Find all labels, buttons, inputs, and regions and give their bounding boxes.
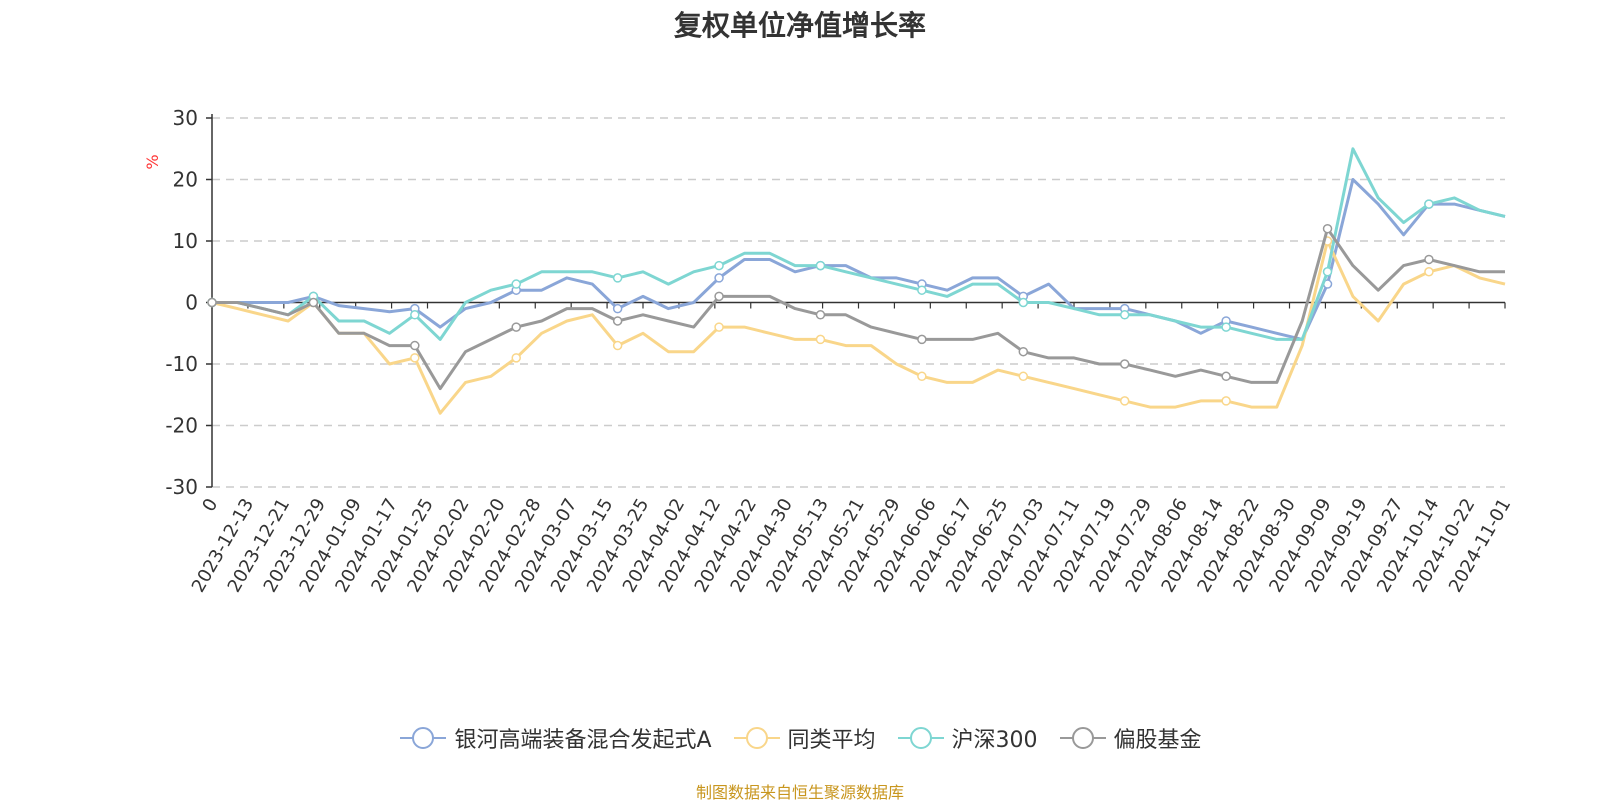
series-line-0 [212,178,1506,341]
y-tick-label: -10 [165,352,198,376]
series-line-1 [211,239,1506,415]
series-line-3 [212,227,1505,391]
legend-item-1[interactable]: 同类平均 [732,722,876,754]
series-line-2 [212,147,1506,341]
series-point-3 [1424,254,1434,265]
chart-title: 复权单位净值增长率 [673,9,926,42]
series-point-3 [1322,223,1333,234]
series-point-1 [410,353,420,363]
series-point-1 [612,340,623,351]
series-point-2 [917,285,927,295]
y-tick-label: 0 [185,291,198,315]
series-point-3 [714,291,724,302]
series-point-3 [207,297,217,308]
series-point-3 [917,334,927,345]
legend: 银河高端装备混合发起式A 同类平均 沪深300 偏股基金 [0,722,1600,754]
series-point-0 [714,273,724,283]
series-point-1 [1221,396,1231,406]
legend-label: 偏股基金 [1113,728,1202,753]
series-point-1 [917,371,927,382]
legend-label: 同类平均 [787,728,876,753]
series-point-1 [815,334,826,345]
series-point-1 [714,322,724,332]
line-chart: 02023-12-132023-12-212023-12-292024-01-0… [143,106,1516,596]
series-point-2 [1119,310,1130,320]
series-lines [207,147,1506,415]
series-point-2 [1018,297,1029,308]
series-point-1 [511,353,521,363]
series-point-2 [612,273,623,283]
series-point-3 [1018,346,1029,357]
y-tick-label: 30 [173,106,198,130]
legend-label: 银河高端装备混合发起式A [454,728,712,753]
series-point-3 [308,297,319,308]
y-tick-label: 10 [173,229,198,253]
legend-marker-icon [733,727,780,749]
series-point-2 [410,310,420,320]
legend-item-3[interactable]: 偏股基金 [1058,722,1202,754]
y-tick-label: -30 [165,475,198,499]
y-tick-label: -20 [165,414,198,438]
series-point-2 [1221,322,1231,332]
series-point-1 [1424,267,1434,277]
grid-lines [212,117,1505,488]
legend-marker-icon [400,727,447,749]
source-note: 制图数据来自恒生聚源数据库 [695,783,904,802]
legend-label: 沪深300 [951,728,1038,753]
y-tick-labels: 30 20 10 0 -10 -20 -30 [165,106,198,499]
legend-item-0[interactable]: 银河高端装备混合发起式A [398,722,712,754]
series-point-2 [815,260,826,271]
series-point-3 [1221,371,1231,382]
y-tick-label: 20 [173,168,198,192]
series-point-1 [1018,371,1029,382]
x-tick-labels: 02023-12-132023-12-212023-12-292024-01-0… [188,495,1516,596]
legend-item-2[interactable]: 沪深300 [896,722,1038,754]
series-point-3 [815,310,826,320]
series-point-2 [1424,199,1434,209]
series-point-2 [714,260,724,271]
series-point-3 [511,322,521,332]
series-point-0 [612,303,623,314]
series-point-3 [410,340,420,351]
y-axis-label: % [143,154,162,169]
series-point-3 [1119,359,1130,369]
series-point-2 [1322,267,1333,277]
legend-marker-icon [897,727,944,749]
series-point-3 [612,316,623,326]
x-tick-label: 0 [198,495,222,515]
series-point-2 [511,279,521,289]
axes [206,114,1506,488]
series-point-1 [1119,396,1130,406]
legend-marker-icon [1059,727,1106,749]
